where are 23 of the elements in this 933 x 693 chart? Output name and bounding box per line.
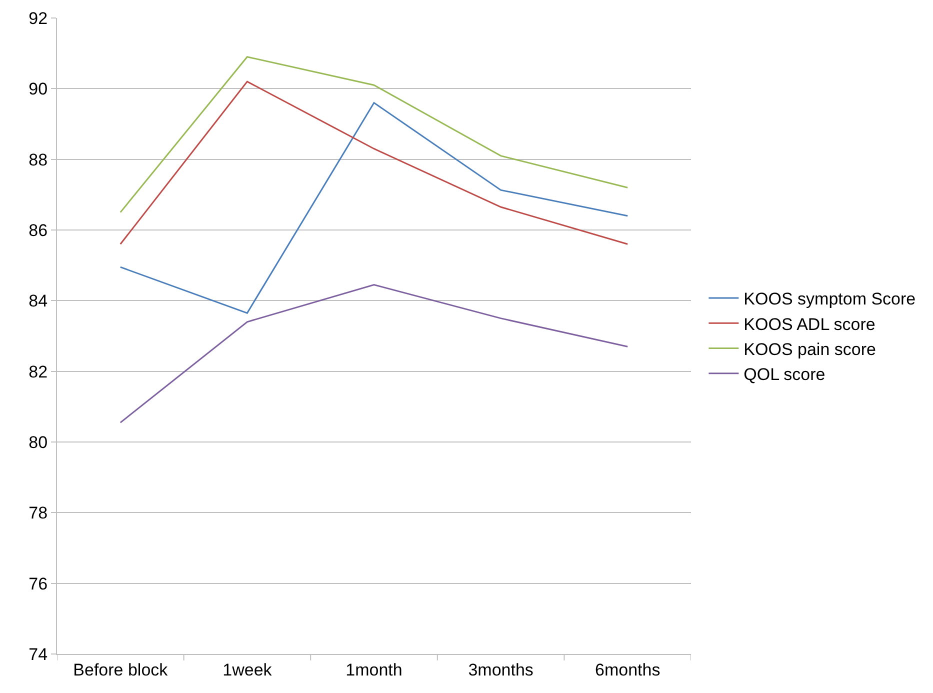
y-tick-label: 84	[28, 292, 48, 311]
y-tick-label: 80	[28, 432, 48, 452]
x-tick-label: 6months	[595, 660, 660, 680]
y-tick-label: 78	[28, 504, 48, 523]
legend-label: KOOS ADL score	[744, 314, 876, 334]
line-series	[120, 284, 628, 424]
y-tick-label: 76	[28, 574, 48, 594]
legend-label: KOOS pain score	[744, 340, 876, 359]
x-tick-label: 3months	[468, 660, 534, 680]
legend-label: KOOS symptom Score	[744, 290, 916, 309]
line-series	[120, 102, 628, 314]
y-tick-label: 88	[28, 150, 48, 170]
line-series	[120, 56, 628, 214]
y-tick-label: 92	[28, 8, 48, 28]
y-tick-label: 90	[28, 80, 48, 99]
y-tick-label: 86	[28, 220, 48, 240]
y-tick-label: 74	[28, 644, 48, 664]
x-tick-label: 1month	[346, 660, 402, 680]
x-tick-label: 1week	[222, 660, 272, 680]
line-series	[120, 80, 628, 245]
x-tick-label: Before block	[73, 660, 168, 680]
legend-label: QOL score	[744, 364, 826, 384]
y-tick-label: 82	[28, 362, 48, 382]
